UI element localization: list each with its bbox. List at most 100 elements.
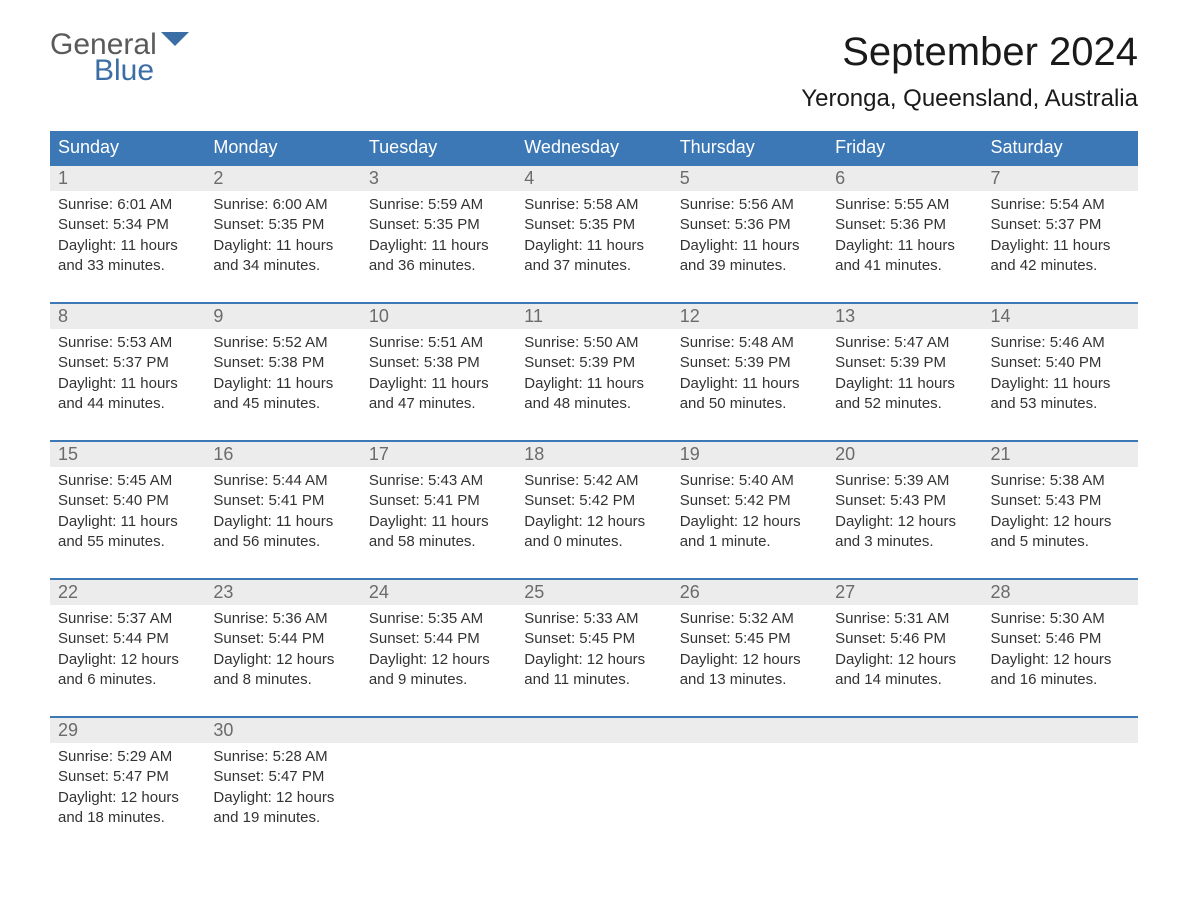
sunset-text: Sunset: 5:38 PM — [369, 353, 508, 373]
daylight-line1: Daylight: 11 hours — [835, 236, 974, 256]
daylight-line2: and 3 minutes. — [835, 532, 974, 552]
sunset-text: Sunset: 5:37 PM — [991, 215, 1130, 235]
day-cell — [516, 743, 671, 854]
day-number: 9 — [205, 303, 360, 329]
sunrise-text: Sunrise: 5:53 AM — [58, 333, 197, 353]
daylight-line1: Daylight: 11 hours — [991, 374, 1130, 394]
title-block: September 2024 Yeronga, Queensland, Aust… — [801, 30, 1138, 113]
day-number: 21 — [983, 441, 1138, 467]
day-cell: Sunrise: 5:52 AMSunset: 5:38 PMDaylight:… — [205, 329, 360, 441]
sunrise-text: Sunrise: 5:31 AM — [835, 609, 974, 629]
sunset-text: Sunset: 5:41 PM — [369, 491, 508, 511]
day-number: 14 — [983, 303, 1138, 329]
week-daynum-row: 15161718192021 — [50, 441, 1138, 467]
daylight-line2: and 14 minutes. — [835, 670, 974, 690]
sunrise-text: Sunrise: 5:29 AM — [58, 747, 197, 767]
sunset-text: Sunset: 5:42 PM — [524, 491, 663, 511]
sunset-text: Sunset: 5:36 PM — [835, 215, 974, 235]
day-number: 5 — [672, 165, 827, 191]
day-number: 22 — [50, 579, 205, 605]
day-number: 26 — [672, 579, 827, 605]
day-cell: Sunrise: 5:48 AMSunset: 5:39 PMDaylight:… — [672, 329, 827, 441]
daylight-line2: and 37 minutes. — [524, 256, 663, 276]
day-cell: Sunrise: 5:39 AMSunset: 5:43 PMDaylight:… — [827, 467, 982, 579]
daylight-line1: Daylight: 11 hours — [369, 236, 508, 256]
day-number: 13 — [827, 303, 982, 329]
daylight-line2: and 55 minutes. — [58, 532, 197, 552]
day-number: 17 — [361, 441, 516, 467]
day-cell: Sunrise: 5:35 AMSunset: 5:44 PMDaylight:… — [361, 605, 516, 717]
daylight-line1: Daylight: 12 hours — [835, 512, 974, 532]
sunrise-text: Sunrise: 5:30 AM — [991, 609, 1130, 629]
sunset-text: Sunset: 5:39 PM — [524, 353, 663, 373]
sunset-text: Sunset: 5:46 PM — [835, 629, 974, 649]
daylight-line2: and 48 minutes. — [524, 394, 663, 414]
sunrise-text: Sunrise: 6:01 AM — [58, 195, 197, 215]
sunset-text: Sunset: 5:43 PM — [991, 491, 1130, 511]
daylight-line2: and 42 minutes. — [991, 256, 1130, 276]
day-number: 15 — [50, 441, 205, 467]
sunset-text: Sunset: 5:44 PM — [369, 629, 508, 649]
daylight-line2: and 18 minutes. — [58, 808, 197, 828]
daylight-line1: Daylight: 11 hours — [991, 236, 1130, 256]
day-cell: Sunrise: 5:30 AMSunset: 5:46 PMDaylight:… — [983, 605, 1138, 717]
day-number: 16 — [205, 441, 360, 467]
daylight-line2: and 34 minutes. — [213, 256, 352, 276]
daylight-line1: Daylight: 11 hours — [680, 236, 819, 256]
sunset-text: Sunset: 5:45 PM — [680, 629, 819, 649]
sunrise-text: Sunrise: 5:52 AM — [213, 333, 352, 353]
day-number: 10 — [361, 303, 516, 329]
sunrise-text: Sunrise: 6:00 AM — [213, 195, 352, 215]
day-cell: Sunrise: 5:50 AMSunset: 5:39 PMDaylight:… — [516, 329, 671, 441]
daylight-line1: Daylight: 12 hours — [991, 512, 1130, 532]
sunrise-text: Sunrise: 5:59 AM — [369, 195, 508, 215]
day-cell — [827, 743, 982, 854]
daylight-line1: Daylight: 11 hours — [680, 374, 819, 394]
daylight-line1: Daylight: 12 hours — [369, 650, 508, 670]
daylight-line2: and 47 minutes. — [369, 394, 508, 414]
calendar-table: Sunday Monday Tuesday Wednesday Thursday… — [50, 131, 1138, 854]
sunrise-text: Sunrise: 5:35 AM — [369, 609, 508, 629]
sunset-text: Sunset: 5:35 PM — [369, 215, 508, 235]
day-cell: Sunrise: 5:38 AMSunset: 5:43 PMDaylight:… — [983, 467, 1138, 579]
sunset-text: Sunset: 5:34 PM — [58, 215, 197, 235]
day-cell: Sunrise: 5:40 AMSunset: 5:42 PMDaylight:… — [672, 467, 827, 579]
sunset-text: Sunset: 5:37 PM — [58, 353, 197, 373]
sunset-text: Sunset: 5:44 PM — [213, 629, 352, 649]
daylight-line1: Daylight: 11 hours — [524, 374, 663, 394]
day-number: 27 — [827, 579, 982, 605]
week-daytext-row: Sunrise: 5:45 AMSunset: 5:40 PMDaylight:… — [50, 467, 1138, 579]
sunset-text: Sunset: 5:36 PM — [680, 215, 819, 235]
logo-text-blue: Blue — [94, 56, 189, 86]
daylight-line1: Daylight: 11 hours — [369, 374, 508, 394]
day-cell: Sunrise: 5:28 AMSunset: 5:47 PMDaylight:… — [205, 743, 360, 854]
sunset-text: Sunset: 5:40 PM — [58, 491, 197, 511]
day-number: 29 — [50, 717, 205, 743]
daylight-line1: Daylight: 12 hours — [991, 650, 1130, 670]
day-cell: Sunrise: 5:31 AMSunset: 5:46 PMDaylight:… — [827, 605, 982, 717]
day-number: 20 — [827, 441, 982, 467]
day-number: 1 — [50, 165, 205, 191]
dow-saturday: Saturday — [983, 131, 1138, 165]
header: General Blue September 2024 Yeronga, Que… — [50, 30, 1138, 113]
day-number — [361, 717, 516, 743]
daylight-line2: and 58 minutes. — [369, 532, 508, 552]
day-number: 12 — [672, 303, 827, 329]
sunrise-text: Sunrise: 5:39 AM — [835, 471, 974, 491]
week-daynum-row: 1234567 — [50, 165, 1138, 191]
day-cell: Sunrise: 5:45 AMSunset: 5:40 PMDaylight:… — [50, 467, 205, 579]
page-title: September 2024 — [801, 30, 1138, 75]
sunset-text: Sunset: 5:39 PM — [835, 353, 974, 373]
daylight-line1: Daylight: 12 hours — [213, 650, 352, 670]
day-cell: Sunrise: 5:36 AMSunset: 5:44 PMDaylight:… — [205, 605, 360, 717]
day-cell: Sunrise: 5:46 AMSunset: 5:40 PMDaylight:… — [983, 329, 1138, 441]
daylight-line2: and 41 minutes. — [835, 256, 974, 276]
daylight-line2: and 33 minutes. — [58, 256, 197, 276]
daylight-line2: and 56 minutes. — [213, 532, 352, 552]
sunrise-text: Sunrise: 5:33 AM — [524, 609, 663, 629]
day-number — [516, 717, 671, 743]
day-cell: Sunrise: 5:56 AMSunset: 5:36 PMDaylight:… — [672, 191, 827, 303]
daylight-line2: and 36 minutes. — [369, 256, 508, 276]
day-cell — [672, 743, 827, 854]
day-number — [983, 717, 1138, 743]
